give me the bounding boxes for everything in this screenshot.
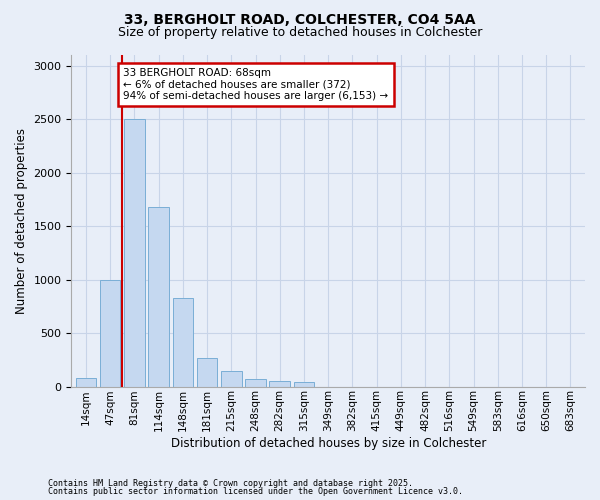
X-axis label: Distribution of detached houses by size in Colchester: Distribution of detached houses by size … [170, 437, 486, 450]
Text: 33, BERGHOLT ROAD, COLCHESTER, CO4 5AA: 33, BERGHOLT ROAD, COLCHESTER, CO4 5AA [124, 12, 476, 26]
Bar [293, 382, 314, 386]
Bar [173, 298, 193, 386]
Bar [100, 280, 121, 386]
Bar [245, 378, 266, 386]
Bar [221, 371, 242, 386]
Text: 33 BERGHOLT ROAD: 68sqm
← 6% of detached houses are smaller (372)
94% of semi-de: 33 BERGHOLT ROAD: 68sqm ← 6% of detached… [124, 68, 389, 101]
Bar [197, 358, 217, 386]
Bar [76, 378, 96, 386]
Text: Contains HM Land Registry data © Crown copyright and database right 2025.: Contains HM Land Registry data © Crown c… [48, 478, 413, 488]
Bar [124, 119, 145, 386]
Text: Contains public sector information licensed under the Open Government Licence v3: Contains public sector information licen… [48, 487, 463, 496]
Bar [148, 207, 169, 386]
Text: Size of property relative to detached houses in Colchester: Size of property relative to detached ho… [118, 26, 482, 39]
Bar [269, 380, 290, 386]
Y-axis label: Number of detached properties: Number of detached properties [15, 128, 28, 314]
